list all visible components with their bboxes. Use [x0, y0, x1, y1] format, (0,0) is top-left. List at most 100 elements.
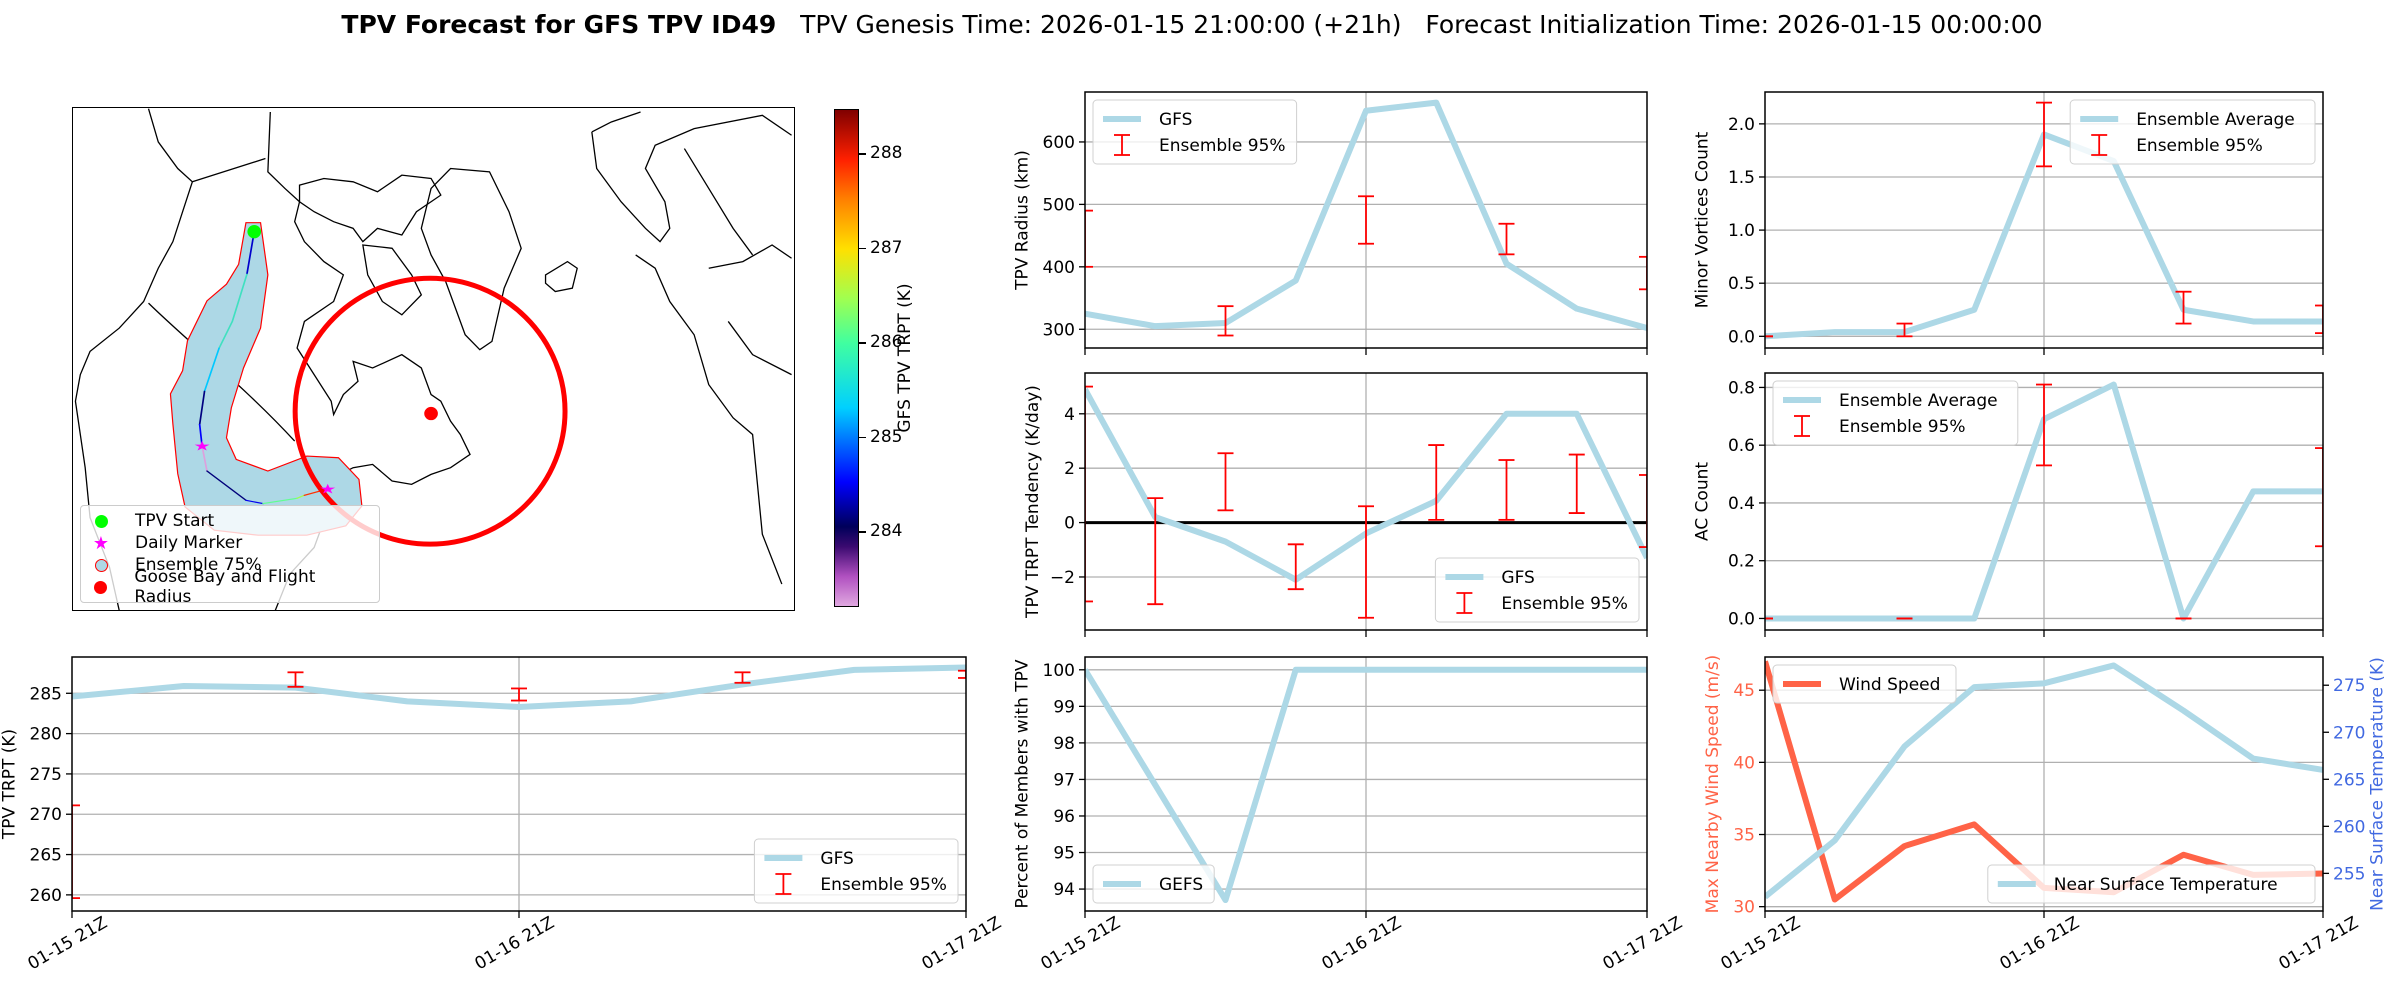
y-tick-label: 95 — [1053, 844, 1075, 864]
legend-label: Goose Bay and Flight Radius — [134, 567, 316, 607]
legend-label: Ensemble Average — [2136, 110, 2295, 130]
colorbar-tick — [859, 436, 866, 439]
figure-title-times: TPV Genesis Time: 2026-01-15 21:00:00 (+… — [776, 10, 2043, 39]
map-legend: TPV Start ★ Daily Marker Ensemble 75% Goo… — [80, 505, 380, 607]
y-tick-label: 600 — [1043, 133, 1075, 153]
chart-svg: 0.0 0.5 1.0 1.5 2.0 Minor Vortices Count Ensem… — [1693, 91, 2324, 355]
star-icon: ★ — [92, 532, 110, 554]
errorbar — [1639, 255, 1647, 291]
wind-temperature-chart: 30 35 40 45 01-15 21Z 01-16 21Z 01-17 21Z Max N… — [1703, 655, 2384, 975]
y-tick-label: 275 — [30, 765, 62, 785]
y-tick-label: 0 — [1064, 514, 1075, 534]
y-tick-label: 2.0 — [1728, 115, 1755, 135]
plot-area — [1085, 385, 1647, 619]
errorbar — [1085, 209, 1093, 268]
errorbar — [1896, 322, 1913, 338]
colorbar-tick — [859, 531, 866, 533]
y-tick-label: 99 — [1053, 697, 1075, 717]
legend: Wind Speed — [1772, 664, 1957, 704]
colorbar-tick-label: 288 — [870, 143, 903, 164]
chart-svg: 30 35 40 45 01-15 21Z 01-16 21Z 01-17 21Z Max N… — [1703, 655, 2384, 975]
colorbar-tick — [859, 247, 866, 250]
errorbar — [734, 671, 751, 684]
errorbar — [287, 671, 304, 688]
errorbar — [1639, 474, 1647, 548]
legend-label: Ensemble 95% — [820, 875, 947, 895]
track-segment — [198, 423, 203, 447]
y-tick-label: 270 — [30, 805, 62, 825]
errorbar — [72, 804, 80, 899]
y-tick-label: 1.5 — [1728, 168, 1755, 188]
axes-frame — [1084, 656, 1648, 912]
legend-item-daily-marker: ★ Daily Marker — [89, 532, 371, 554]
legend: GFS Ensemble 95% — [753, 838, 959, 904]
red-dot-icon — [94, 580, 108, 594]
figure-title: TPV Forecast for GFS TPV ID49 TPV Genesi… — [0, 10, 2384, 39]
axes-frame — [1764, 91, 2324, 349]
green-dot-icon — [94, 514, 108, 528]
colorbar-tick-label: 285 — [870, 426, 903, 447]
tpv-radius-chart: 300 400 500 600 TPV Radius (km) GFS Ensemble 9… — [1013, 91, 1648, 355]
legend-box — [753, 838, 959, 904]
coastline-west — [75, 109, 192, 610]
plot-area — [1085, 666, 1647, 904]
y-tick-label: 0.5 — [1728, 274, 1755, 294]
y-tick-label: 1.0 — [1728, 221, 1755, 241]
y-tick-label: 0.4 — [1728, 494, 1755, 514]
legend-box — [1092, 864, 1215, 904]
y-axis-label: TPV TRPT (K) — [0, 729, 20, 840]
track-segment — [206, 470, 247, 501]
y-tick-label: 260 — [30, 886, 62, 906]
ensemble-patch-icon — [94, 558, 108, 572]
legend-box — [1092, 99, 1298, 165]
y-tick-label: 2 — [1064, 459, 1075, 479]
y-right-tick-label: 270 — [2333, 723, 2365, 743]
track-segment — [245, 499, 264, 505]
errorbar — [1147, 497, 1164, 606]
y-right-tick-label: 255 — [2333, 864, 2365, 884]
legend-box — [1434, 557, 1640, 623]
chart-svg: 94 95 96 97 98 99 100 01-15 21Z 01-16 21Z 01-17 2… — [1013, 656, 1686, 974]
y-tick-label: 0.6 — [1728, 436, 1755, 456]
legend-errorbar-icon — [2091, 134, 2108, 156]
track-segment — [262, 497, 298, 505]
legend-label: Ensemble 75% — [135, 555, 262, 575]
gfs-track — [198, 231, 328, 505]
legend-box — [1987, 864, 2316, 904]
legend-item-tpv-start: TPV Start — [89, 510, 371, 532]
minor-vortices-chart: 0.0 0.5 1.0 1.5 2.0 Minor Vortices Count Ensem… — [1693, 91, 2324, 355]
legend-errorbar-icon — [1114, 134, 1130, 156]
daily-marker-star: ★ — [319, 482, 336, 497]
y-tick-label: 35 — [1733, 826, 1755, 846]
chart-svg: 260 265 270 275 280 285 01-15 21Z 01-16 21Z 01-1… — [0, 656, 1005, 974]
chart-svg: 300 400 500 600 TPV Radius (km) GFS Ensemble 9… — [1013, 91, 1648, 355]
track-segment — [218, 273, 248, 349]
plot-area — [1765, 101, 2323, 340]
track-segment — [198, 390, 206, 426]
y-tick-label: 0.2 — [1728, 552, 1755, 572]
axes-frame — [71, 656, 967, 912]
errorbar — [1428, 444, 1445, 521]
y-tick-label: 0.0 — [1728, 327, 1755, 347]
plot-area — [72, 664, 966, 899]
y-right-tick-label: 275 — [2333, 676, 2365, 696]
legend-label: Near Surface Temperature — [2054, 875, 2278, 895]
legend: Near Surface Temperature — [1987, 864, 2316, 904]
y-axis-label: TPV TRPT Tendency (K/day) — [1023, 385, 1043, 619]
legend: GFS Ensemble 95% — [1434, 557, 1640, 623]
legend-label: Daily Marker — [135, 533, 243, 553]
legend-label: TPV Start — [135, 511, 215, 531]
x-tick-label: 01-17 21Z — [919, 913, 1005, 974]
legend-label: Ensemble Average — [1839, 391, 1998, 411]
y-right-axis-label: Near Surface Temperature (K) — [2368, 657, 2384, 911]
y-tick-label: 45 — [1733, 681, 1755, 701]
y-tick-label: 500 — [1043, 195, 1075, 215]
y-tick-label: 300 — [1043, 320, 1075, 340]
tpv-start-marker — [247, 225, 262, 239]
legend-item-goose-bay: Goose Bay and Flight Radius — [89, 567, 371, 607]
trpt-colorbar — [834, 109, 859, 607]
daily-marker-star: ★ — [193, 438, 210, 453]
track-segment — [246, 231, 256, 275]
errorbar — [1358, 505, 1374, 619]
